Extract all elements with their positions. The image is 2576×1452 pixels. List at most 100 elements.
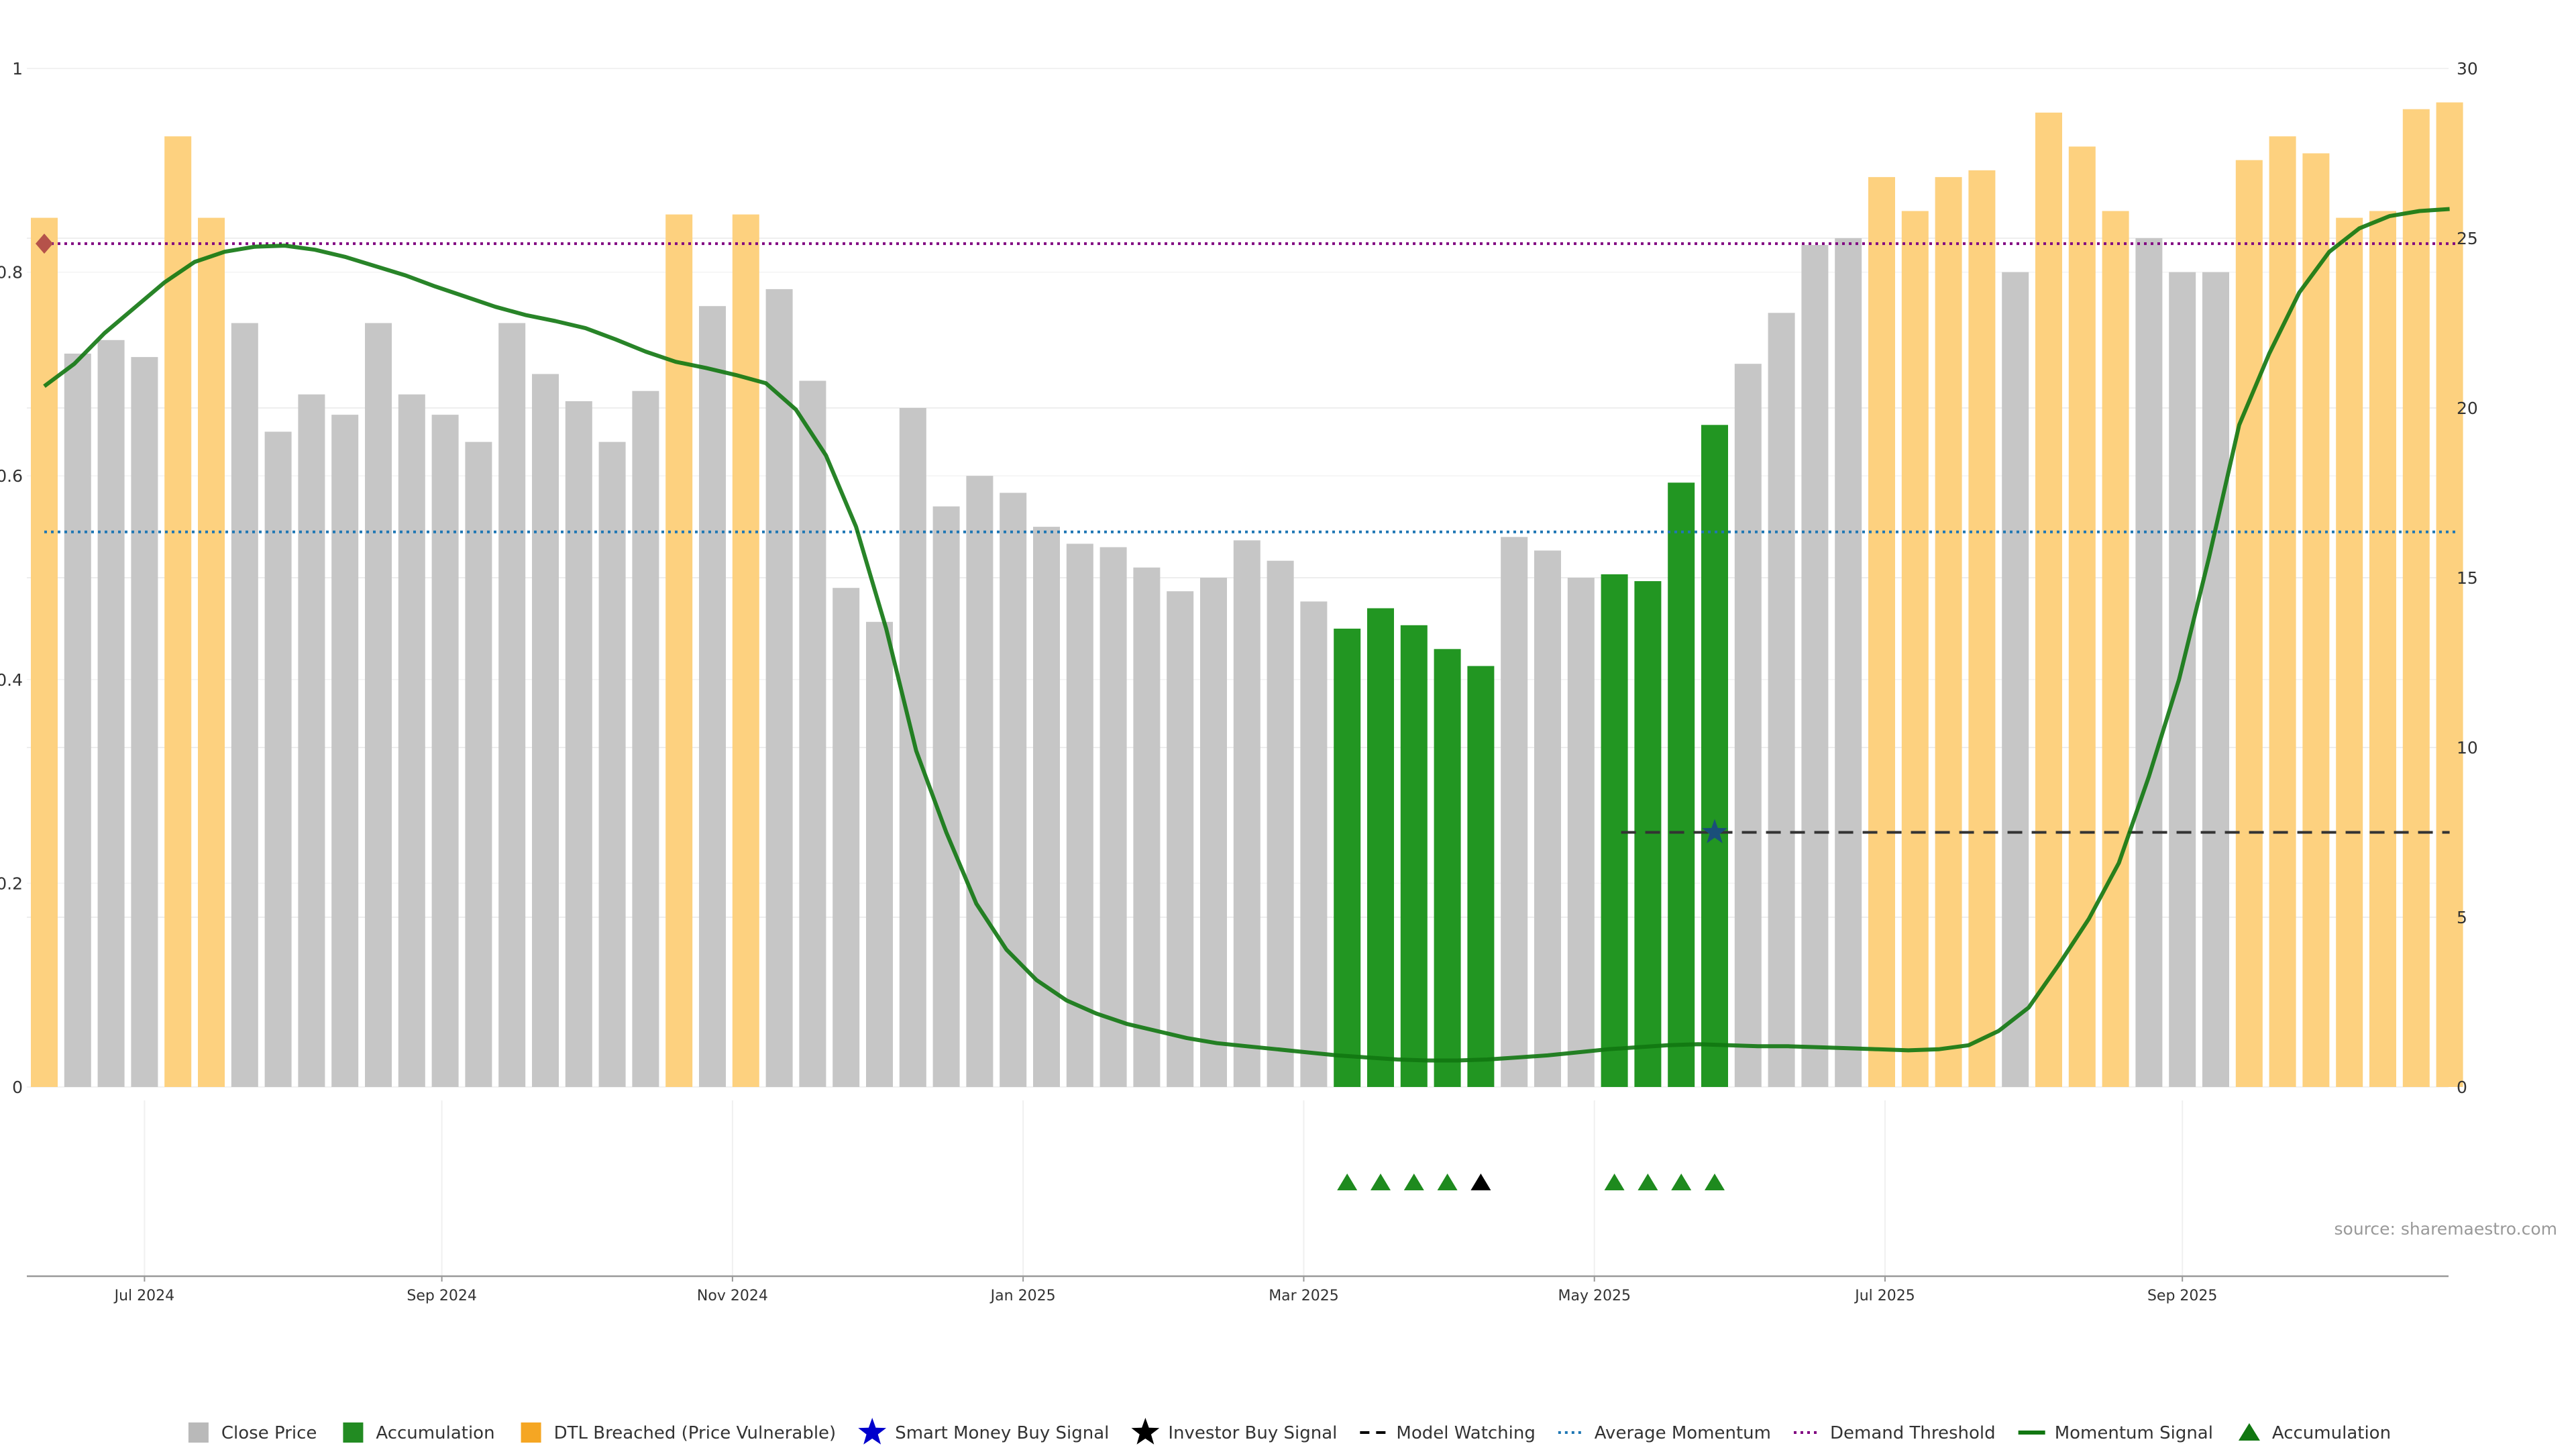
bar-dtl — [1868, 176, 1895, 1087]
bar-dtl — [2302, 153, 2330, 1087]
bar-accumulation — [1701, 425, 1728, 1087]
bar-dtl — [198, 217, 225, 1088]
x-axis-tick-label: Nov 2024 — [697, 1288, 768, 1304]
bar-dtl — [1935, 176, 1962, 1087]
bar-close — [1233, 540, 1260, 1087]
x-axis-tick-label: Jul 2024 — [113, 1288, 175, 1304]
legend-star-icon — [858, 1418, 887, 1445]
bar-close — [765, 289, 793, 1087]
x-axis-tick-label: Sep 2024 — [407, 1288, 476, 1304]
bar-close — [899, 408, 926, 1087]
signal-star-marker — [1702, 819, 1727, 843]
bar-close — [231, 323, 258, 1087]
bar-dtl — [2336, 217, 2363, 1088]
accumulation-marker — [1437, 1174, 1458, 1190]
legend-label: Close Price — [221, 1423, 317, 1443]
accumulation-marker — [1371, 1174, 1391, 1190]
legend-item: Accumulation — [2238, 1423, 2391, 1443]
legend-item: Momentum Signal — [2018, 1423, 2213, 1443]
right-axis-tick-label: 5 — [2457, 908, 2467, 927]
legend-label: Accumulation — [376, 1423, 494, 1443]
bar-close — [64, 354, 91, 1087]
bar-close — [2135, 238, 2163, 1087]
signal-diamond-marker — [36, 234, 53, 254]
legend-item: Close Price — [188, 1422, 317, 1443]
left-axis-tick-label: 0.2 — [0, 874, 23, 893]
bar-accumulation — [1434, 649, 1461, 1087]
bar-close — [298, 394, 325, 1087]
legend-item: Investor Buy Signal — [1131, 1418, 1337, 1445]
bar-close — [1167, 591, 1194, 1087]
bar-close — [833, 588, 860, 1087]
bar-close — [632, 391, 659, 1088]
bar-close — [465, 442, 492, 1087]
bar-dtl — [2235, 160, 2263, 1088]
legend-item: Average Momentum — [1558, 1423, 1771, 1443]
accumulation-marker — [1671, 1174, 1692, 1190]
bar-close — [1200, 578, 1227, 1087]
bar-dtl — [2369, 211, 2396, 1087]
right-axis-tick-label: 0 — [2457, 1078, 2467, 1097]
bar-close — [1567, 578, 1595, 1087]
legend-item: Model Watching — [1360, 1423, 1536, 1443]
bar-accumulation — [1668, 482, 1695, 1087]
right-axis-tick-label: 25 — [2457, 229, 2478, 248]
bar-dtl — [2102, 211, 2129, 1087]
bar-close — [398, 394, 425, 1087]
x-axis-tick-label: Jan 2025 — [989, 1288, 1056, 1304]
bar-close — [932, 506, 960, 1087]
bar-close — [2202, 272, 2229, 1088]
bar-close — [1133, 567, 1161, 1087]
bar-close — [498, 323, 526, 1087]
accumulation-marker — [1403, 1174, 1424, 1190]
legend-label: Momentum Signal — [2055, 1423, 2213, 1443]
bar-close — [365, 323, 392, 1087]
legend-swatch — [188, 1422, 209, 1443]
x-axis-tick-label: Sep 2025 — [2147, 1288, 2217, 1304]
bar-dtl — [1901, 211, 1929, 1087]
bar-accumulation — [1467, 666, 1495, 1087]
accumulation-marker — [1470, 1174, 1491, 1190]
right-axis-tick-label: 20 — [2457, 399, 2478, 418]
bar-dtl — [31, 217, 58, 1088]
bar-close — [866, 621, 893, 1087]
right-axis-tick-label: 30 — [2457, 59, 2478, 79]
accumulation-marker — [1705, 1174, 1725, 1190]
bar-close — [966, 476, 994, 1087]
legend-item: Accumulation — [343, 1422, 495, 1443]
bar-close — [1033, 527, 1060, 1087]
bar-dtl — [2269, 136, 2296, 1088]
bar-close — [1734, 364, 1762, 1088]
legend-item: Demand Threshold — [1794, 1423, 1996, 1443]
bar-close — [699, 306, 726, 1088]
bar-close — [598, 442, 626, 1087]
legend-swatch — [521, 1422, 541, 1443]
bar-dtl — [732, 214, 759, 1088]
left-axis-tick-label: 1 — [12, 59, 23, 79]
left-axis-tick-label: 0.6 — [0, 466, 23, 486]
legend-item: DTL Breached (Price Vulnerable) — [521, 1422, 836, 1443]
legend: Close Price Accumulation DTL Breached (Pri… — [188, 1418, 2391, 1445]
bar-close — [331, 415, 359, 1087]
bar-close — [264, 431, 292, 1087]
bar-layer — [31, 102, 2463, 1088]
bar-dtl — [1968, 170, 1996, 1087]
x-axis-tick-label: Jul 2025 — [1854, 1288, 1915, 1304]
grid-layer — [27, 68, 2449, 1276]
bar-close — [1835, 238, 1862, 1087]
accumulation-marker — [1337, 1174, 1358, 1190]
bar-accumulation — [1634, 581, 1662, 1087]
bar-dtl — [2436, 102, 2463, 1088]
legend-label: Model Watching — [1396, 1423, 1535, 1443]
bar-close — [431, 415, 459, 1087]
left-axis-tick-label: 0.8 — [0, 263, 23, 282]
bar-accumulation — [1400, 625, 1428, 1087]
bar-close — [1534, 550, 1561, 1087]
bar-dtl — [665, 214, 693, 1088]
legend-label: Investor Buy Signal — [1168, 1423, 1337, 1443]
bar-dtl — [2035, 112, 2062, 1087]
bar-accumulation — [1334, 628, 1361, 1087]
